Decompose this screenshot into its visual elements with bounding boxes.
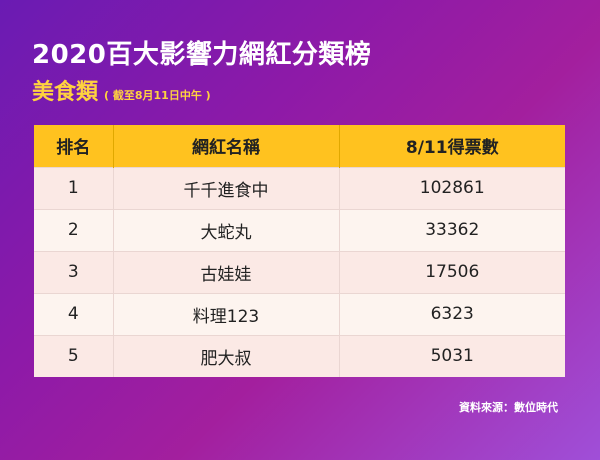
- subtitle-row: 美食類 ( 截至8月11日中午 ): [32, 74, 211, 106]
- name-cell: 古娃娃: [112, 250, 339, 293]
- rank-cell: 1: [34, 166, 113, 209]
- name-cell: 肥大叔: [112, 334, 339, 377]
- header-name: 網紅名稱: [112, 125, 339, 167]
- name-cell: 料理123: [112, 292, 339, 335]
- rank-cell: 2: [34, 208, 113, 251]
- name-cell: 千千進食中: [112, 166, 339, 209]
- votes-cell: 5031: [338, 334, 565, 377]
- source-credit: 資料來源：數位時代: [459, 401, 558, 414]
- rank-cell: 4: [34, 292, 113, 335]
- votes-cell: 33362: [338, 208, 565, 251]
- category-subtitle: 美食類: [32, 80, 99, 105]
- votes-cell: 6323: [338, 292, 565, 335]
- table-row: 2 大蛇丸 33362: [34, 208, 565, 251]
- rank-cell: 5: [34, 334, 113, 377]
- table-row: 5 肥大叔 5031: [34, 334, 565, 377]
- table-row: 4 料理123 6323: [34, 292, 565, 335]
- name-cell: 大蛇丸: [112, 208, 339, 251]
- table-header-row: 排名 網紅名稱 8/11得票數: [34, 125, 565, 167]
- votes-cell: 102861: [338, 166, 565, 209]
- table-row: 1 千千進食中 102861: [34, 166, 565, 209]
- date-note: ( 截至8月11日中午 ): [104, 89, 211, 102]
- page-title: 2020百大影響力網紅分類榜: [32, 40, 372, 70]
- rank-cell: 3: [34, 250, 113, 293]
- header-votes: 8/11得票數: [338, 125, 565, 167]
- votes-cell: 17506: [338, 250, 565, 293]
- table-row: 3 古娃娃 17506: [34, 250, 565, 293]
- ranking-table: 排名 網紅名稱 8/11得票數 1 千千進食中 102861 2 大蛇丸 333…: [34, 125, 565, 377]
- header-rank: 排名: [34, 125, 113, 167]
